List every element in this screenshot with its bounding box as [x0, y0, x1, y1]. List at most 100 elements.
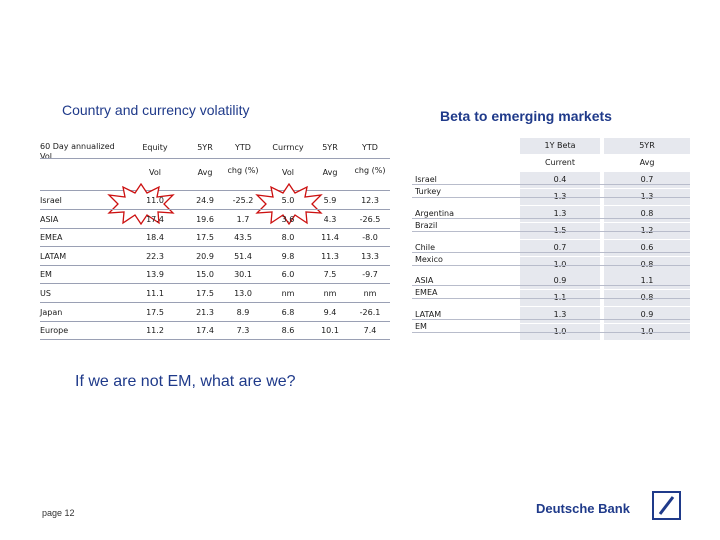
- left-table-cell: 8.6: [281, 326, 295, 336]
- left-table-cell: 15.0: [196, 270, 214, 280]
- left-table-cell: 24.9: [196, 196, 214, 205]
- left-row-label: ASIA: [40, 214, 59, 224]
- header-currency: Currncy: [272, 143, 304, 152]
- header-separator: [40, 158, 390, 159]
- left-table-cell: 13.0: [234, 289, 252, 298]
- left-table-cell: 11.1: [146, 289, 164, 298]
- left-table-cell: 11.0: [146, 196, 164, 205]
- left-table-cell: 10.1: [321, 326, 339, 336]
- left-table-cell: 12.3: [361, 196, 379, 205]
- right-row-label: Brazil: [415, 220, 438, 230]
- left-table-cell: -8.0: [362, 233, 378, 243]
- left-table-cell: 6.8: [281, 307, 295, 317]
- corner-label-line2: Vol: [40, 152, 52, 161]
- left-row-separator: [40, 320, 390, 322]
- left-table-cell: 7.5: [323, 270, 337, 280]
- left-table-cell: 51.4: [234, 251, 252, 261]
- left-table-cell: 4.3: [323, 214, 337, 224]
- left-table-cell: 5.9: [323, 196, 337, 205]
- left-table-cell: 17.4: [196, 326, 214, 336]
- right-row-label: Israel: [415, 175, 437, 184]
- left-title: Country and currency volatility: [62, 102, 250, 118]
- left-row-separator: [40, 302, 390, 303]
- header-5yr-beta: 5YR: [604, 138, 690, 154]
- left-table-cell: 3.6: [281, 214, 295, 224]
- left-table-cell: 18.4: [146, 233, 164, 243]
- left-table-cell: 9.8: [281, 251, 295, 261]
- left-table-cell: 5.0: [281, 196, 295, 205]
- left-table-cell: 6.0: [281, 270, 295, 280]
- left-table-cell: 17.5: [146, 307, 164, 317]
- right-row-label: Turkey: [415, 186, 442, 196]
- beta-current-cell: 1.3: [520, 205, 600, 222]
- right-row-label: Argentina: [415, 208, 455, 218]
- right-row-separator: [412, 251, 690, 253]
- subheader-vol-currency: Vol: [282, 168, 294, 177]
- subheader-avg-beta: Avg: [639, 158, 655, 167]
- left-table-cell: -26.5: [359, 214, 381, 224]
- right-row-label: LATAM: [415, 310, 442, 320]
- beta-avg-cell: 0.6: [604, 239, 690, 256]
- left-table-cell: 13.9: [146, 270, 164, 280]
- left-table-cell: 7.3: [236, 326, 250, 336]
- beta-current-cell: 1.3: [520, 307, 600, 324]
- left-table-cell: 17.4: [146, 214, 164, 224]
- left-row-label: Europe: [40, 326, 69, 336]
- left-table-cell: 21.3: [196, 307, 214, 317]
- left-table-cell: 11.4: [321, 233, 339, 243]
- left-table-cell: 19.6: [196, 214, 214, 224]
- right-row-separator: [412, 285, 690, 287]
- beta-avg-cell: 0.8: [604, 205, 690, 222]
- left-table-cell: 20.9: [196, 251, 214, 261]
- left-table-cell: nm: [363, 289, 377, 298]
- brand-name: Deutsche Bank: [536, 501, 630, 516]
- header-1y-beta: 1Y Beta: [520, 138, 600, 154]
- right-row-separator: [412, 184, 690, 185]
- left-row-separator: [40, 264, 390, 266]
- subheader-chg-currency: chg (%): [354, 166, 386, 175]
- beta-avg-cell: 0.7: [604, 172, 690, 188]
- highlight-burst-currency-icon: [255, 183, 323, 225]
- left-row-separator: [40, 283, 390, 285]
- left-row-separator: [40, 246, 390, 248]
- header-equity: Equity: [142, 143, 168, 152]
- beta-current-cell: 0.4: [520, 172, 600, 188]
- right-title: Beta to emerging markets: [440, 108, 612, 124]
- deutsche-bank-logo-icon: [652, 491, 681, 520]
- beta-current-cell: 0.7: [520, 239, 600, 256]
- right-row-label: Chile: [415, 242, 436, 252]
- right-row-label: Mexico: [415, 254, 443, 264]
- subheader-current: Current: [544, 158, 576, 167]
- left-table-cell: 13.3: [361, 251, 379, 261]
- left-table-cell: 11.3: [321, 251, 339, 261]
- left-row-label: Japan: [40, 307, 63, 317]
- left-table-cell: 8.0: [281, 233, 295, 243]
- left-row-label: Israel: [40, 196, 62, 205]
- left-row-separator: [40, 227, 390, 229]
- question-text: If we are not EM, what are we?: [75, 373, 296, 390]
- left-row-label: LATAM: [40, 251, 67, 261]
- right-row-separator: [412, 332, 690, 334]
- left-table-cell: 17.5: [196, 233, 214, 243]
- left-table-cell: nm: [281, 289, 295, 298]
- left-table-cell: nm: [323, 289, 337, 298]
- left-table-cell: 17.5: [196, 289, 214, 298]
- beta-current-cell: 0.9: [520, 273, 600, 290]
- beta-avg-cell: 1.1: [604, 273, 690, 290]
- highlight-burst-equity-icon: [107, 183, 175, 225]
- header-5yr-currency: 5YR: [322, 143, 338, 152]
- left-table-cell: -25.2: [232, 196, 254, 205]
- left-table-cell: -9.7: [362, 270, 378, 280]
- left-table-cell: 8.9: [236, 307, 250, 317]
- left-row-separator: [40, 209, 390, 210]
- right-row-separator: [412, 298, 690, 300]
- right-row-separator: [412, 264, 690, 266]
- left-table-cell: 43.5: [234, 233, 252, 243]
- right-row-separator: [412, 319, 690, 321]
- left-row-label: EMEA: [40, 233, 63, 243]
- right-row-label: ASIA: [415, 276, 434, 286]
- subheader-chg: chg (%): [227, 166, 259, 175]
- left-row-separator: [40, 339, 390, 341]
- subheader-separator: [40, 190, 390, 191]
- right-row-label: EMEA: [415, 288, 438, 298]
